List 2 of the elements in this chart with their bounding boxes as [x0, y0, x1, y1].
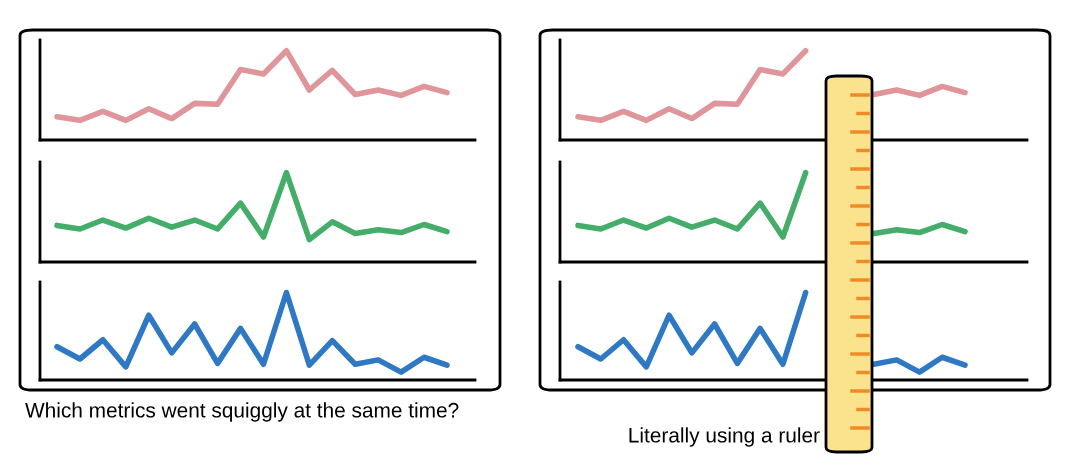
text: Literally using a ruler	[629, 427, 820, 447]
text: Which metrics went squiggly at the same time?	[25, 402, 459, 422]
